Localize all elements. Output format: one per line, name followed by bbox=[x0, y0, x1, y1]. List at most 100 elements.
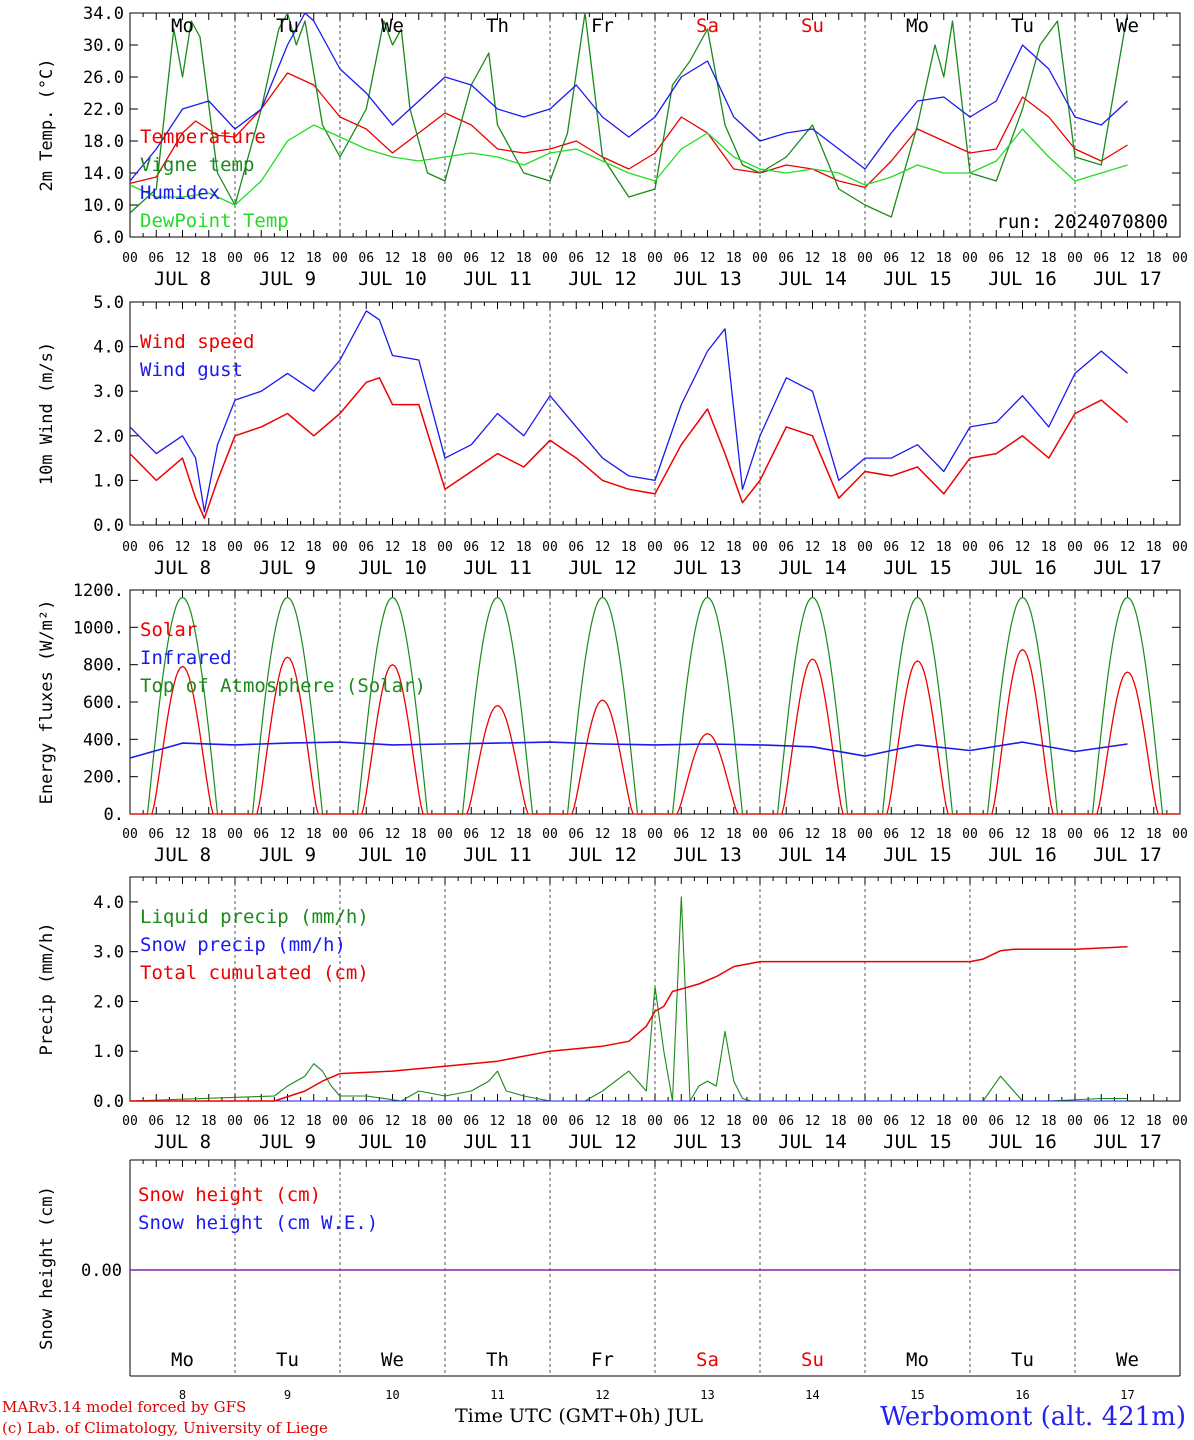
hour-tick-label: 06 bbox=[253, 251, 269, 266]
hour-tick-label: 18 bbox=[1146, 251, 1162, 266]
day-label: JUL 10 bbox=[358, 1131, 427, 1153]
hour-tick-label: 06 bbox=[883, 251, 899, 266]
hour-tick-label: 06 bbox=[358, 827, 374, 842]
legend-entry: Snow height (cm) bbox=[138, 1184, 321, 1206]
hour-tick-label: 18 bbox=[726, 827, 742, 842]
weekday-label: Mo bbox=[906, 1349, 929, 1371]
hour-tick-label: 12 bbox=[385, 827, 401, 842]
hour-tick-label: 00 bbox=[227, 540, 243, 555]
legend-entry: Total cumulated (cm) bbox=[140, 962, 369, 984]
legend-entry: DewPoint Temp bbox=[140, 210, 289, 232]
hour-tick-label: 12 bbox=[280, 827, 296, 842]
hour-tick-label: 06 bbox=[358, 1114, 374, 1129]
hour-tick-label: 00 bbox=[122, 1114, 138, 1129]
y-axis-label: Precip (mm/h) bbox=[37, 922, 57, 1055]
hour-tick-label: 12 bbox=[385, 1114, 401, 1129]
y-tick-label: 0.0 bbox=[93, 516, 124, 536]
hour-tick-label: 06 bbox=[778, 540, 794, 555]
hour-tick-label: 06 bbox=[148, 1114, 164, 1129]
hour-tick-label: 12 bbox=[910, 540, 926, 555]
hour-tick-label: 18 bbox=[306, 1114, 322, 1129]
hour-tick-label: 12 bbox=[1120, 251, 1136, 266]
y-tick-label: 2.0 bbox=[93, 992, 124, 1012]
hour-tick-label: 12 bbox=[595, 251, 611, 266]
day-label: JUL 11 bbox=[463, 1131, 532, 1153]
y-tick-label: 1.0 bbox=[93, 1042, 124, 1062]
hour-tick-label: 18 bbox=[936, 251, 952, 266]
hour-tick-label: 00 bbox=[332, 251, 348, 266]
hour-tick-label: 00 bbox=[542, 251, 558, 266]
hour-tick-label: 12 bbox=[805, 251, 821, 266]
weekday-label: We bbox=[381, 1349, 404, 1371]
y-axis-label: Snow height (cm) bbox=[37, 1186, 57, 1350]
legend-entry: Liquid precip (mm/h) bbox=[140, 906, 369, 928]
weekday-label: Th bbox=[486, 1349, 509, 1371]
hour-tick-label: 18 bbox=[726, 1114, 742, 1129]
weekday-label: Su bbox=[801, 15, 824, 37]
hour-tick-label: 00 bbox=[227, 251, 243, 266]
y-tick-label: 1.0 bbox=[93, 471, 124, 491]
hour-tick-label: 00 bbox=[752, 251, 768, 266]
hour-tick-label: 00 bbox=[752, 1114, 768, 1129]
hour-tick-label: 00 bbox=[227, 827, 243, 842]
hour-tick-label: 06 bbox=[463, 251, 479, 266]
legend-entry: Solar bbox=[140, 619, 197, 641]
hour-tick-label: 00 bbox=[1067, 827, 1083, 842]
y-tick-label: 2.0 bbox=[93, 427, 124, 447]
hour-tick-label: 00 bbox=[752, 540, 768, 555]
hour-tick-label: 00 bbox=[332, 827, 348, 842]
y-tick-label: 3.0 bbox=[93, 943, 124, 963]
day-label: JUL 9 bbox=[259, 1131, 316, 1153]
day-label: JUL 16 bbox=[988, 844, 1057, 866]
hour-tick-label: 18 bbox=[306, 540, 322, 555]
day-label: JUL 15 bbox=[883, 844, 952, 866]
hour-tick-label: 12 bbox=[700, 251, 716, 266]
hour-tick-label: 18 bbox=[411, 251, 427, 266]
hour-tick-label: 18 bbox=[621, 540, 637, 555]
hour-tick-label: 12 bbox=[1015, 827, 1031, 842]
hour-tick-label: 00 bbox=[437, 827, 453, 842]
weekday-label: We bbox=[1116, 1349, 1139, 1371]
y-axis-label: 10m Wind (m/s) bbox=[37, 342, 57, 485]
hour-tick-label: 12 bbox=[700, 1114, 716, 1129]
day-label: JUL 9 bbox=[259, 268, 316, 290]
hour-tick-label: 00 bbox=[962, 251, 978, 266]
hour-tick-label: 18 bbox=[516, 1114, 532, 1129]
hour-tick-label: 06 bbox=[778, 827, 794, 842]
y-tick-label: 1200. bbox=[73, 581, 124, 601]
hour-tick-label: 12 bbox=[490, 827, 506, 842]
hour-tick-label: 12 bbox=[805, 827, 821, 842]
hour-tick-label: 00 bbox=[647, 827, 663, 842]
hour-tick-label: 18 bbox=[936, 827, 952, 842]
hour-tick-label: 12 bbox=[595, 827, 611, 842]
day-label: JUL 9 bbox=[259, 557, 316, 579]
hour-tick-label: 06 bbox=[673, 827, 689, 842]
day-number: 12 bbox=[595, 1388, 609, 1402]
hour-tick-label: 18 bbox=[201, 540, 217, 555]
hour-tick-label: 06 bbox=[988, 827, 1004, 842]
hour-tick-label: 00 bbox=[962, 827, 978, 842]
day-label: JUL 14 bbox=[778, 1131, 847, 1153]
hour-tick-label: 18 bbox=[411, 1114, 427, 1129]
hour-tick-label: 00 bbox=[122, 251, 138, 266]
weekday-label: Tu bbox=[276, 15, 299, 37]
y-tick-label: 1000. bbox=[73, 618, 124, 638]
wind-speed-line bbox=[129, 377, 1128, 520]
day-label: JUL 11 bbox=[463, 557, 532, 579]
weekday-label: Tu bbox=[1011, 15, 1034, 37]
legend-entry: Humidex bbox=[140, 182, 220, 204]
y-tick-label: 200. bbox=[83, 768, 124, 788]
hour-tick-label: 00 bbox=[437, 1114, 453, 1129]
hour-tick-label: 06 bbox=[673, 1114, 689, 1129]
y-tick-label: 30.0 bbox=[83, 36, 124, 56]
temperature-line bbox=[129, 72, 1128, 189]
weekday-label: Tu bbox=[1011, 1349, 1034, 1371]
hour-tick-label: 12 bbox=[490, 1114, 506, 1129]
hour-tick-label: 18 bbox=[726, 540, 742, 555]
hour-tick-label: 18 bbox=[936, 1114, 952, 1129]
y-tick-label: 26.0 bbox=[83, 68, 124, 88]
hour-tick-label: 00 bbox=[1172, 251, 1188, 266]
day-number: 8 bbox=[179, 1388, 186, 1402]
hour-tick-label: 00 bbox=[437, 540, 453, 555]
day-number: 11 bbox=[490, 1388, 504, 1402]
